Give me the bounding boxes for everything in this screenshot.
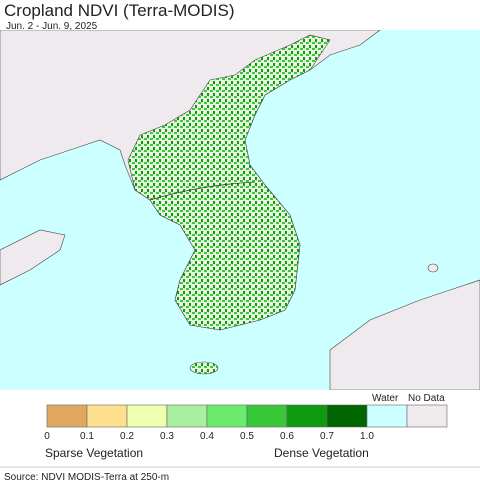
water-label: Water <box>372 393 399 404</box>
legend-swatch <box>406 404 448 428</box>
title: Cropland NDVI (Terra-MODIS) <box>4 1 235 20</box>
legend-swatch <box>286 404 328 428</box>
legend-tick-label: 0.2 <box>120 431 134 442</box>
legend-tick-label: 1.0 <box>360 431 374 442</box>
dense-label: Dense Vegetation <box>274 446 369 460</box>
legend-swatch <box>86 404 128 428</box>
legend-swatch <box>246 404 288 428</box>
legend-tick-label: 0.1 <box>80 431 94 442</box>
sparse-label: Sparse Vegetation <box>45 446 143 460</box>
header-bg <box>0 0 480 30</box>
nodata-label: No Data <box>408 393 445 404</box>
legend-swatch <box>46 404 88 428</box>
legend: 0 0.1 0.2 0.3 0.4 0.5 0.6 0.7 1.0 <box>44 404 448 442</box>
legend-tick-label: 0.6 <box>280 431 294 442</box>
korean-peninsula <box>127 34 331 331</box>
legend-swatch <box>166 404 208 428</box>
jeju <box>189 361 219 375</box>
legend-swatch <box>326 404 368 428</box>
legend-tick-label: 0.5 <box>240 431 254 442</box>
shandong <box>0 229 66 286</box>
subtitle: Jun. 2 - Jun. 9, 2025 <box>6 21 98 32</box>
legend-swatch <box>126 404 168 428</box>
legend-tick-label: 0.7 <box>320 431 334 442</box>
legend-tick-label: 0.4 <box>200 431 214 442</box>
map <box>0 29 480 391</box>
island <box>427 263 439 273</box>
border <box>149 181 256 201</box>
legend-tick-label: 0 <box>44 431 50 442</box>
source: Source: NDVI MODIS-Terra at 250-m <box>4 472 169 483</box>
legend-swatch <box>366 404 408 428</box>
legend-tick-label: 0.3 <box>160 431 174 442</box>
legend-swatch <box>206 404 248 428</box>
